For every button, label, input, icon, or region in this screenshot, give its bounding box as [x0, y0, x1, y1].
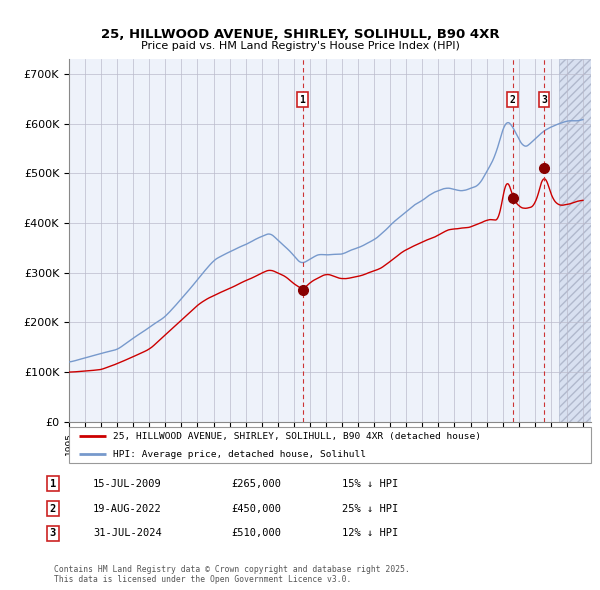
Text: £265,000: £265,000: [231, 479, 281, 489]
Text: Contains HM Land Registry data © Crown copyright and database right 2025.: Contains HM Land Registry data © Crown c…: [54, 565, 410, 575]
Text: 3: 3: [541, 94, 547, 104]
Text: 31-JUL-2024: 31-JUL-2024: [93, 529, 162, 538]
Text: 19-AUG-2022: 19-AUG-2022: [93, 504, 162, 513]
Text: £450,000: £450,000: [231, 504, 281, 513]
Text: 15% ↓ HPI: 15% ↓ HPI: [342, 479, 398, 489]
FancyBboxPatch shape: [69, 427, 591, 463]
Bar: [559, 59, 591, 422]
Text: HPI: Average price, detached house, Solihull: HPI: Average price, detached house, Soli…: [113, 450, 367, 458]
Text: 25, HILLWOOD AVENUE, SHIRLEY, SOLIHULL, B90 4XR (detached house): 25, HILLWOOD AVENUE, SHIRLEY, SOLIHULL, …: [113, 432, 481, 441]
Text: 2: 2: [510, 94, 516, 104]
Bar: [559, 59, 591, 422]
Text: Price paid vs. HM Land Registry's House Price Index (HPI): Price paid vs. HM Land Registry's House …: [140, 41, 460, 51]
Text: 3: 3: [50, 529, 56, 538]
Text: £510,000: £510,000: [231, 529, 281, 538]
Text: 25% ↓ HPI: 25% ↓ HPI: [342, 504, 398, 513]
Text: 25, HILLWOOD AVENUE, SHIRLEY, SOLIHULL, B90 4XR: 25, HILLWOOD AVENUE, SHIRLEY, SOLIHULL, …: [101, 28, 499, 41]
Text: This data is licensed under the Open Government Licence v3.0.: This data is licensed under the Open Gov…: [54, 575, 352, 584]
Text: 1: 1: [50, 479, 56, 489]
Text: 15-JUL-2009: 15-JUL-2009: [93, 479, 162, 489]
Text: 1: 1: [299, 94, 305, 104]
Text: 12% ↓ HPI: 12% ↓ HPI: [342, 529, 398, 538]
Text: 2: 2: [50, 504, 56, 513]
